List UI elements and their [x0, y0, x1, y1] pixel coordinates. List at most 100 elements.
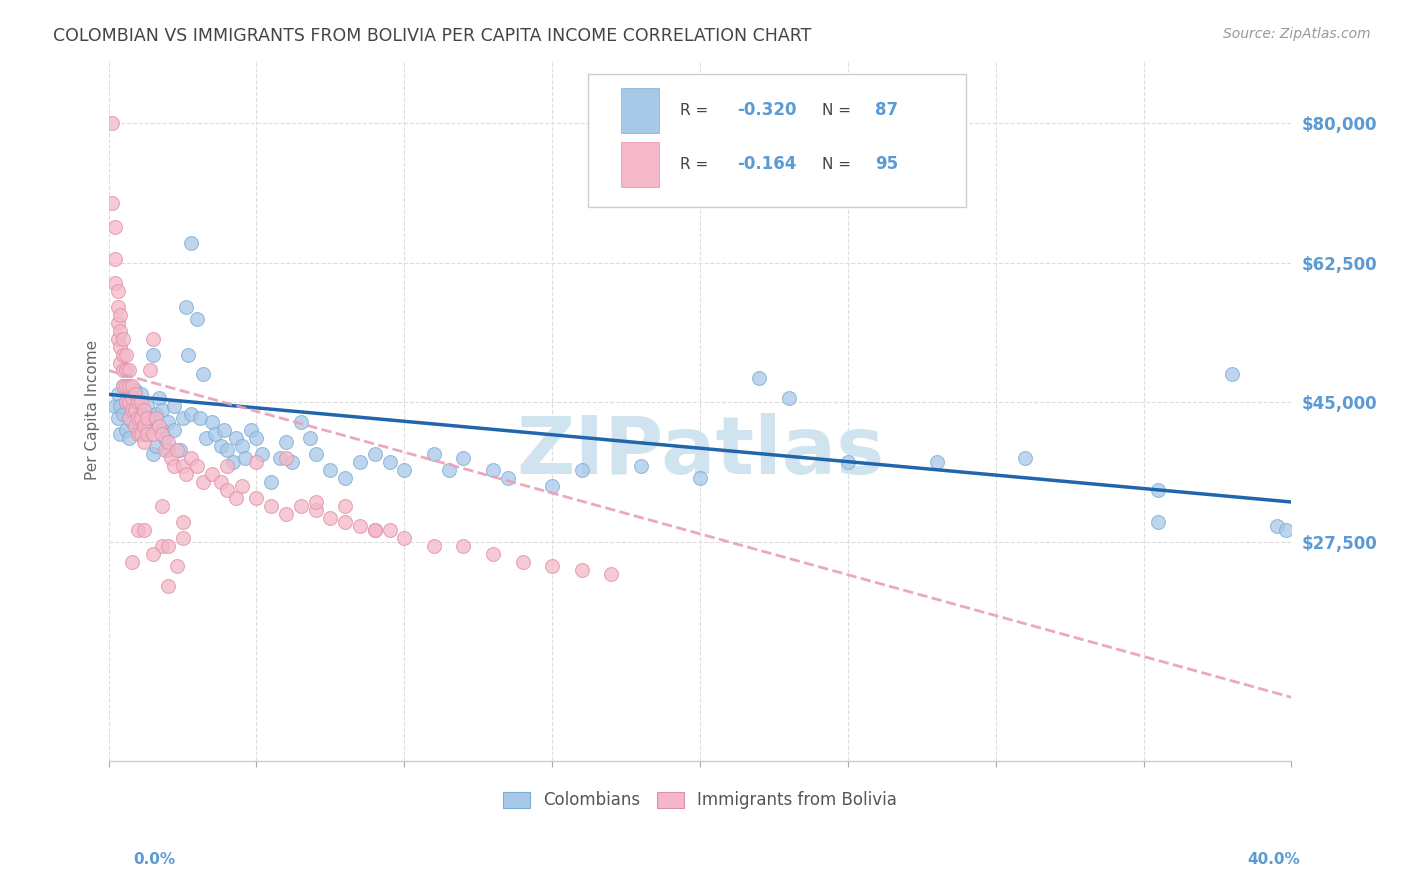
Point — [1265, 519, 1288, 533]
Point — [245, 491, 267, 505]
Point — [239, 423, 262, 437]
Point — [118, 363, 141, 377]
Point — [349, 455, 371, 469]
Point — [115, 379, 138, 393]
Point — [112, 363, 135, 377]
Point — [121, 415, 143, 429]
Point — [134, 435, 156, 450]
Point — [121, 555, 143, 569]
Point — [193, 368, 215, 382]
Point — [153, 431, 176, 445]
Point — [134, 523, 156, 537]
Point — [156, 415, 179, 429]
Point — [103, 252, 125, 266]
Point — [541, 479, 564, 493]
Point — [925, 455, 948, 469]
Text: N =: N = — [823, 157, 856, 172]
Point — [201, 415, 224, 429]
Point — [163, 423, 186, 437]
Point — [195, 431, 218, 445]
Point — [689, 471, 711, 485]
Point — [837, 455, 859, 469]
Point — [172, 515, 194, 529]
Point — [231, 439, 253, 453]
Y-axis label: Per Capita Income: Per Capita Income — [86, 340, 100, 481]
Point — [145, 407, 167, 421]
Point — [153, 443, 176, 458]
Point — [1220, 368, 1243, 382]
Text: R =: R = — [681, 157, 713, 172]
Point — [156, 539, 179, 553]
Point — [124, 387, 146, 401]
Point — [335, 515, 357, 529]
Point — [156, 579, 179, 593]
Point — [245, 455, 267, 469]
Text: -0.164: -0.164 — [737, 155, 796, 173]
Point — [172, 531, 194, 545]
Point — [142, 547, 165, 561]
Point — [215, 459, 238, 474]
Point — [112, 347, 135, 361]
Point — [166, 443, 188, 458]
Point — [127, 400, 149, 414]
Point — [112, 379, 135, 393]
Point — [571, 563, 593, 577]
Point — [453, 451, 475, 466]
Point — [496, 471, 519, 485]
Point — [215, 443, 238, 458]
Point — [148, 392, 170, 406]
Point — [139, 363, 162, 377]
Point — [186, 459, 208, 474]
Point — [118, 411, 141, 425]
Point — [378, 523, 401, 537]
Point — [225, 431, 247, 445]
Point — [107, 387, 129, 401]
Point — [423, 447, 446, 461]
Point — [437, 463, 460, 477]
Point — [145, 411, 167, 425]
Point — [166, 558, 188, 573]
Point — [349, 519, 371, 533]
Point — [134, 419, 156, 434]
Point — [1274, 523, 1296, 537]
Point — [134, 403, 156, 417]
Point — [1147, 483, 1170, 497]
Point — [482, 547, 505, 561]
Text: -0.320: -0.320 — [737, 102, 796, 120]
Point — [134, 415, 156, 429]
Point — [110, 427, 132, 442]
Point — [110, 324, 132, 338]
Point — [269, 451, 291, 466]
Point — [212, 423, 235, 437]
Point — [136, 400, 159, 414]
Point — [335, 471, 357, 485]
Bar — [621, 142, 658, 187]
Point — [115, 423, 138, 437]
Point — [423, 539, 446, 553]
Point — [121, 379, 143, 393]
Point — [225, 491, 247, 505]
Point — [112, 379, 135, 393]
Point — [115, 395, 138, 409]
Point — [156, 435, 179, 450]
Point — [142, 332, 165, 346]
Point — [121, 392, 143, 406]
Point — [124, 403, 146, 417]
Point — [209, 475, 232, 489]
Point — [115, 395, 138, 409]
Point — [150, 427, 173, 442]
Point — [124, 419, 146, 434]
Point — [186, 311, 208, 326]
Point — [174, 300, 197, 314]
Point — [107, 284, 129, 298]
Point — [134, 427, 156, 442]
Bar — [621, 87, 658, 133]
Point — [159, 451, 181, 466]
Point — [201, 467, 224, 482]
Point — [180, 407, 202, 421]
Point — [319, 511, 342, 525]
Point — [145, 439, 167, 453]
Point — [127, 423, 149, 437]
Point — [482, 463, 505, 477]
Point — [150, 423, 173, 437]
